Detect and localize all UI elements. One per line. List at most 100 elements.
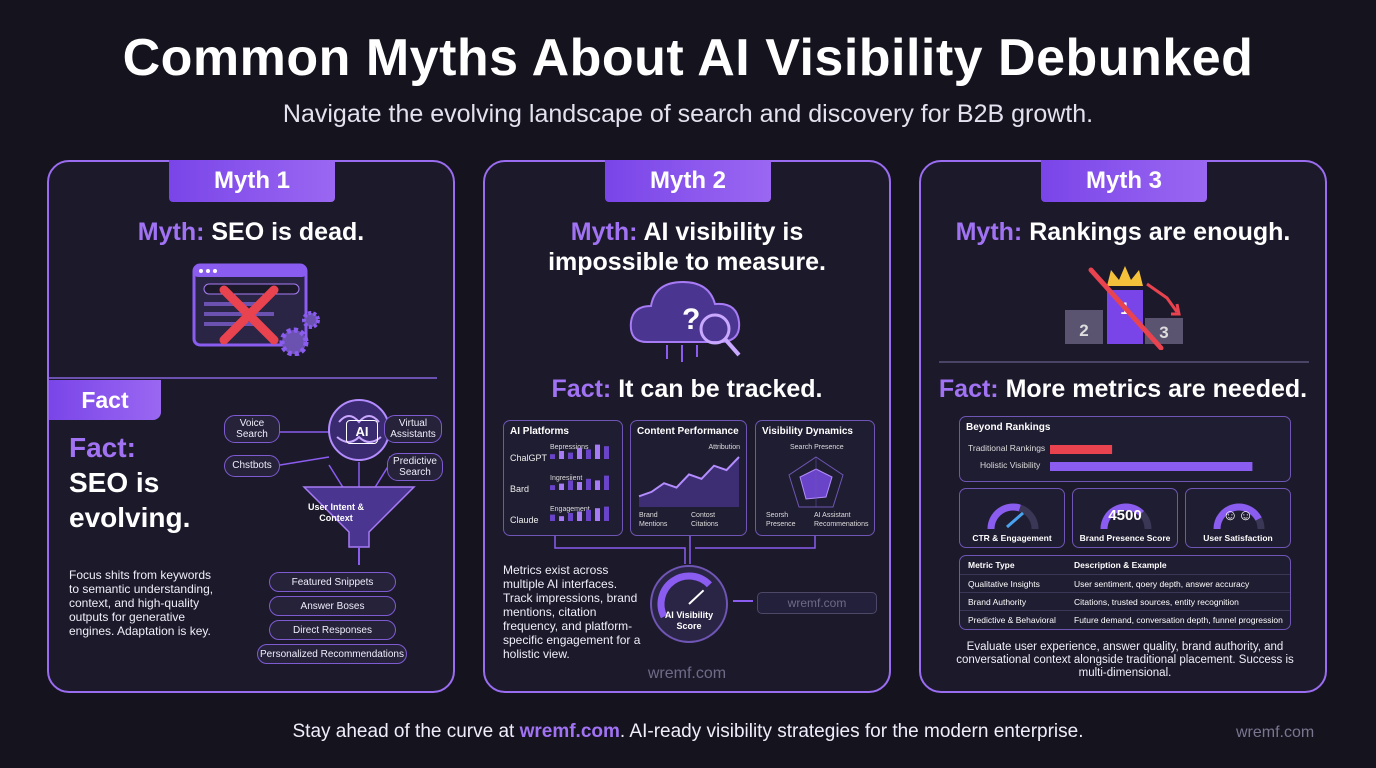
content-line <box>638 456 740 498</box>
holistic-visibility-label: Holistic Visibility <box>980 460 1041 470</box>
myth3-panel: Myth 3 Myth: Rankings are enough. 2 1 3 … <box>919 160 1327 693</box>
myth2-body: Metrics exist across multiple AI interfa… <box>503 563 641 661</box>
gauge-value: ☺☺ <box>1222 507 1254 524</box>
footer-text: Stay ahead of the curve at wremf.com. AI… <box>292 721 1084 742</box>
myth1-fact: Fact: SEO is evolving. <box>69 432 191 533</box>
table-row: Qualitative Insights User sentiment, qoer… <box>960 574 1290 594</box>
ranking-bar <box>1050 445 1113 454</box>
platform-bars <box>550 444 609 521</box>
gauge-label: User Satisfaction <box>1203 533 1273 543</box>
platform-bar <box>595 444 600 459</box>
platform-bar <box>550 514 555 521</box>
output-featured-snippets: Featured Snippets <box>269 572 396 592</box>
myth2-tab: Myth 2 <box>605 160 771 202</box>
page-subtitle: Navigate the evolving landscape of searc… <box>282 100 1094 128</box>
platform-bar <box>577 447 582 459</box>
myth1-statement: Myth: SEO is dead. <box>137 218 365 246</box>
gauge-label: Brand Presence Score <box>1079 533 1171 543</box>
metric-impressions: Bepressions <box>550 444 589 451</box>
page-title: Common Myths About AI Visibility Debunke… <box>122 29 1254 87</box>
ai-platforms-card: AI Platforms ChalGPT Bard Claude Bepress… <box>503 420 623 536</box>
visibility-dynamics-card: Visibility Dynamics Search Presence Seor… <box>755 420 875 536</box>
table-header-description: Description & Example <box>1074 560 1167 570</box>
platform-bar <box>568 480 573 490</box>
myth1-body: Focus shits from keywords to semantic un… <box>69 568 214 638</box>
connector-lines <box>554 536 816 564</box>
table-row: Predictive & Behavioral Future demand, co… <box>960 610 1290 630</box>
score-label: AI Visibility Score <box>664 610 714 631</box>
url-input-box[interactable]: wremf.com <box>757 592 877 614</box>
platform-chatgpt: ChalGPT <box>510 453 548 463</box>
gauge-card: 4500 Brand Presence Score <box>1072 488 1178 548</box>
platform-bar <box>595 508 600 521</box>
platform-bar <box>559 451 564 459</box>
browser-error-icon <box>192 263 320 356</box>
platform-bar <box>595 480 600 490</box>
legend-content-citations: Contost Citations <box>691 512 719 528</box>
legend-ai-assistant: AI Assistant Recommenations <box>814 512 869 528</box>
radar-chart-icon <box>788 456 844 508</box>
table-header-metric: Metric Type <box>968 560 1015 570</box>
cloud-question-icon: ? <box>629 280 741 362</box>
legend-brand-mentions: Brand Mentions <box>639 512 668 528</box>
table-header-row: Metric Type Description & Example <box>960 556 1290 575</box>
platform-bar <box>550 454 555 459</box>
beyond-rankings-bars <box>1050 445 1253 471</box>
legend-search-presence: Seorsh Presence <box>766 512 796 528</box>
myth3-fact: Fact: More metrics are needed. <box>938 375 1308 403</box>
platform-bar <box>586 478 591 490</box>
platform-bar <box>586 449 591 459</box>
gauge-label: CTR & Engagement <box>972 533 1052 543</box>
platform-claude: Claude <box>510 515 539 525</box>
platform-bar <box>586 509 591 521</box>
gauge-arc <box>1100 503 1145 530</box>
platform-bar <box>550 485 555 490</box>
myth2-watermark: wremf.com <box>647 665 727 682</box>
gauge-card: ☺☺ User Satisfaction <box>1185 488 1291 548</box>
platform-bar <box>559 483 564 490</box>
ai-funnel-diagram <box>273 399 440 565</box>
gauge-arc <box>987 503 1021 530</box>
node-chatbots: Chstbots <box>224 455 280 477</box>
visibility-dynamics-title: Visibility Dynamics <box>762 426 853 437</box>
myth2-panel: Myth 2 Myth: AI visibility is impossible… <box>483 160 891 693</box>
output-personalized-recommendations: Personalized Recommendations <box>257 644 407 664</box>
traditional-rankings-label: Traditional Rankings <box>968 443 1046 453</box>
content-performance-card: Content Performance Attribution Brand Me… <box>630 420 747 536</box>
gauge-icon <box>1100 503 1152 530</box>
gauge-arc <box>1213 503 1262 530</box>
gauge-card: CTR & Engagement <box>959 488 1065 548</box>
beyond-rankings-title: Beyond Rankings <box>966 422 1051 433</box>
gauge-value: 4500 <box>1108 507 1142 524</box>
table-row: Brand Authority Citations, trusted source… <box>960 592 1290 612</box>
platform-bar <box>577 482 582 490</box>
myth2-fact: Fact: It can be tracked. <box>551 375 823 403</box>
metric-engagement: Engagement <box>550 506 590 513</box>
fact-tab: Fact <box>49 380 161 420</box>
funnel-label: User Intent & Context <box>307 502 364 523</box>
footer-link[interactable]: wremf.com <box>519 721 620 742</box>
platform-bard: Bard <box>510 484 530 494</box>
platform-bar <box>559 516 564 521</box>
platform-bar <box>568 452 573 459</box>
svg-text:?: ? <box>682 303 700 336</box>
node-predictive-search: Predictive Search <box>387 453 443 481</box>
score-arc <box>657 572 712 619</box>
podium-3: 3 <box>1159 323 1168 342</box>
beyond-rankings-card: Beyond Rankings Traditional Rankings Hol… <box>959 416 1291 482</box>
metrics-table: Metric Type Description & Example Qualit… <box>959 555 1291 630</box>
myth1-tab: Myth 1 <box>169 160 335 202</box>
myth3-tab: Myth 3 <box>1041 160 1207 202</box>
platform-bar <box>577 511 582 521</box>
platform-bar <box>568 513 573 521</box>
search-presence-label: Search Presence <box>790 444 844 451</box>
ai-platforms-title: AI Platforms <box>510 426 569 437</box>
output-answer-boxes: Answer Boses <box>269 596 396 616</box>
myth3-body: Evaluate user experience, answer quality… <box>956 641 1294 679</box>
podium-icon: 2 1 3 <box>1065 266 1183 350</box>
platform-bar <box>604 475 609 490</box>
visibility-score-gauge <box>650 565 728 643</box>
platform-bar <box>604 506 609 521</box>
node-virtual-assistants: Virtual Assistants <box>384 415 442 443</box>
footer-watermark: wremf.com <box>1236 724 1315 741</box>
